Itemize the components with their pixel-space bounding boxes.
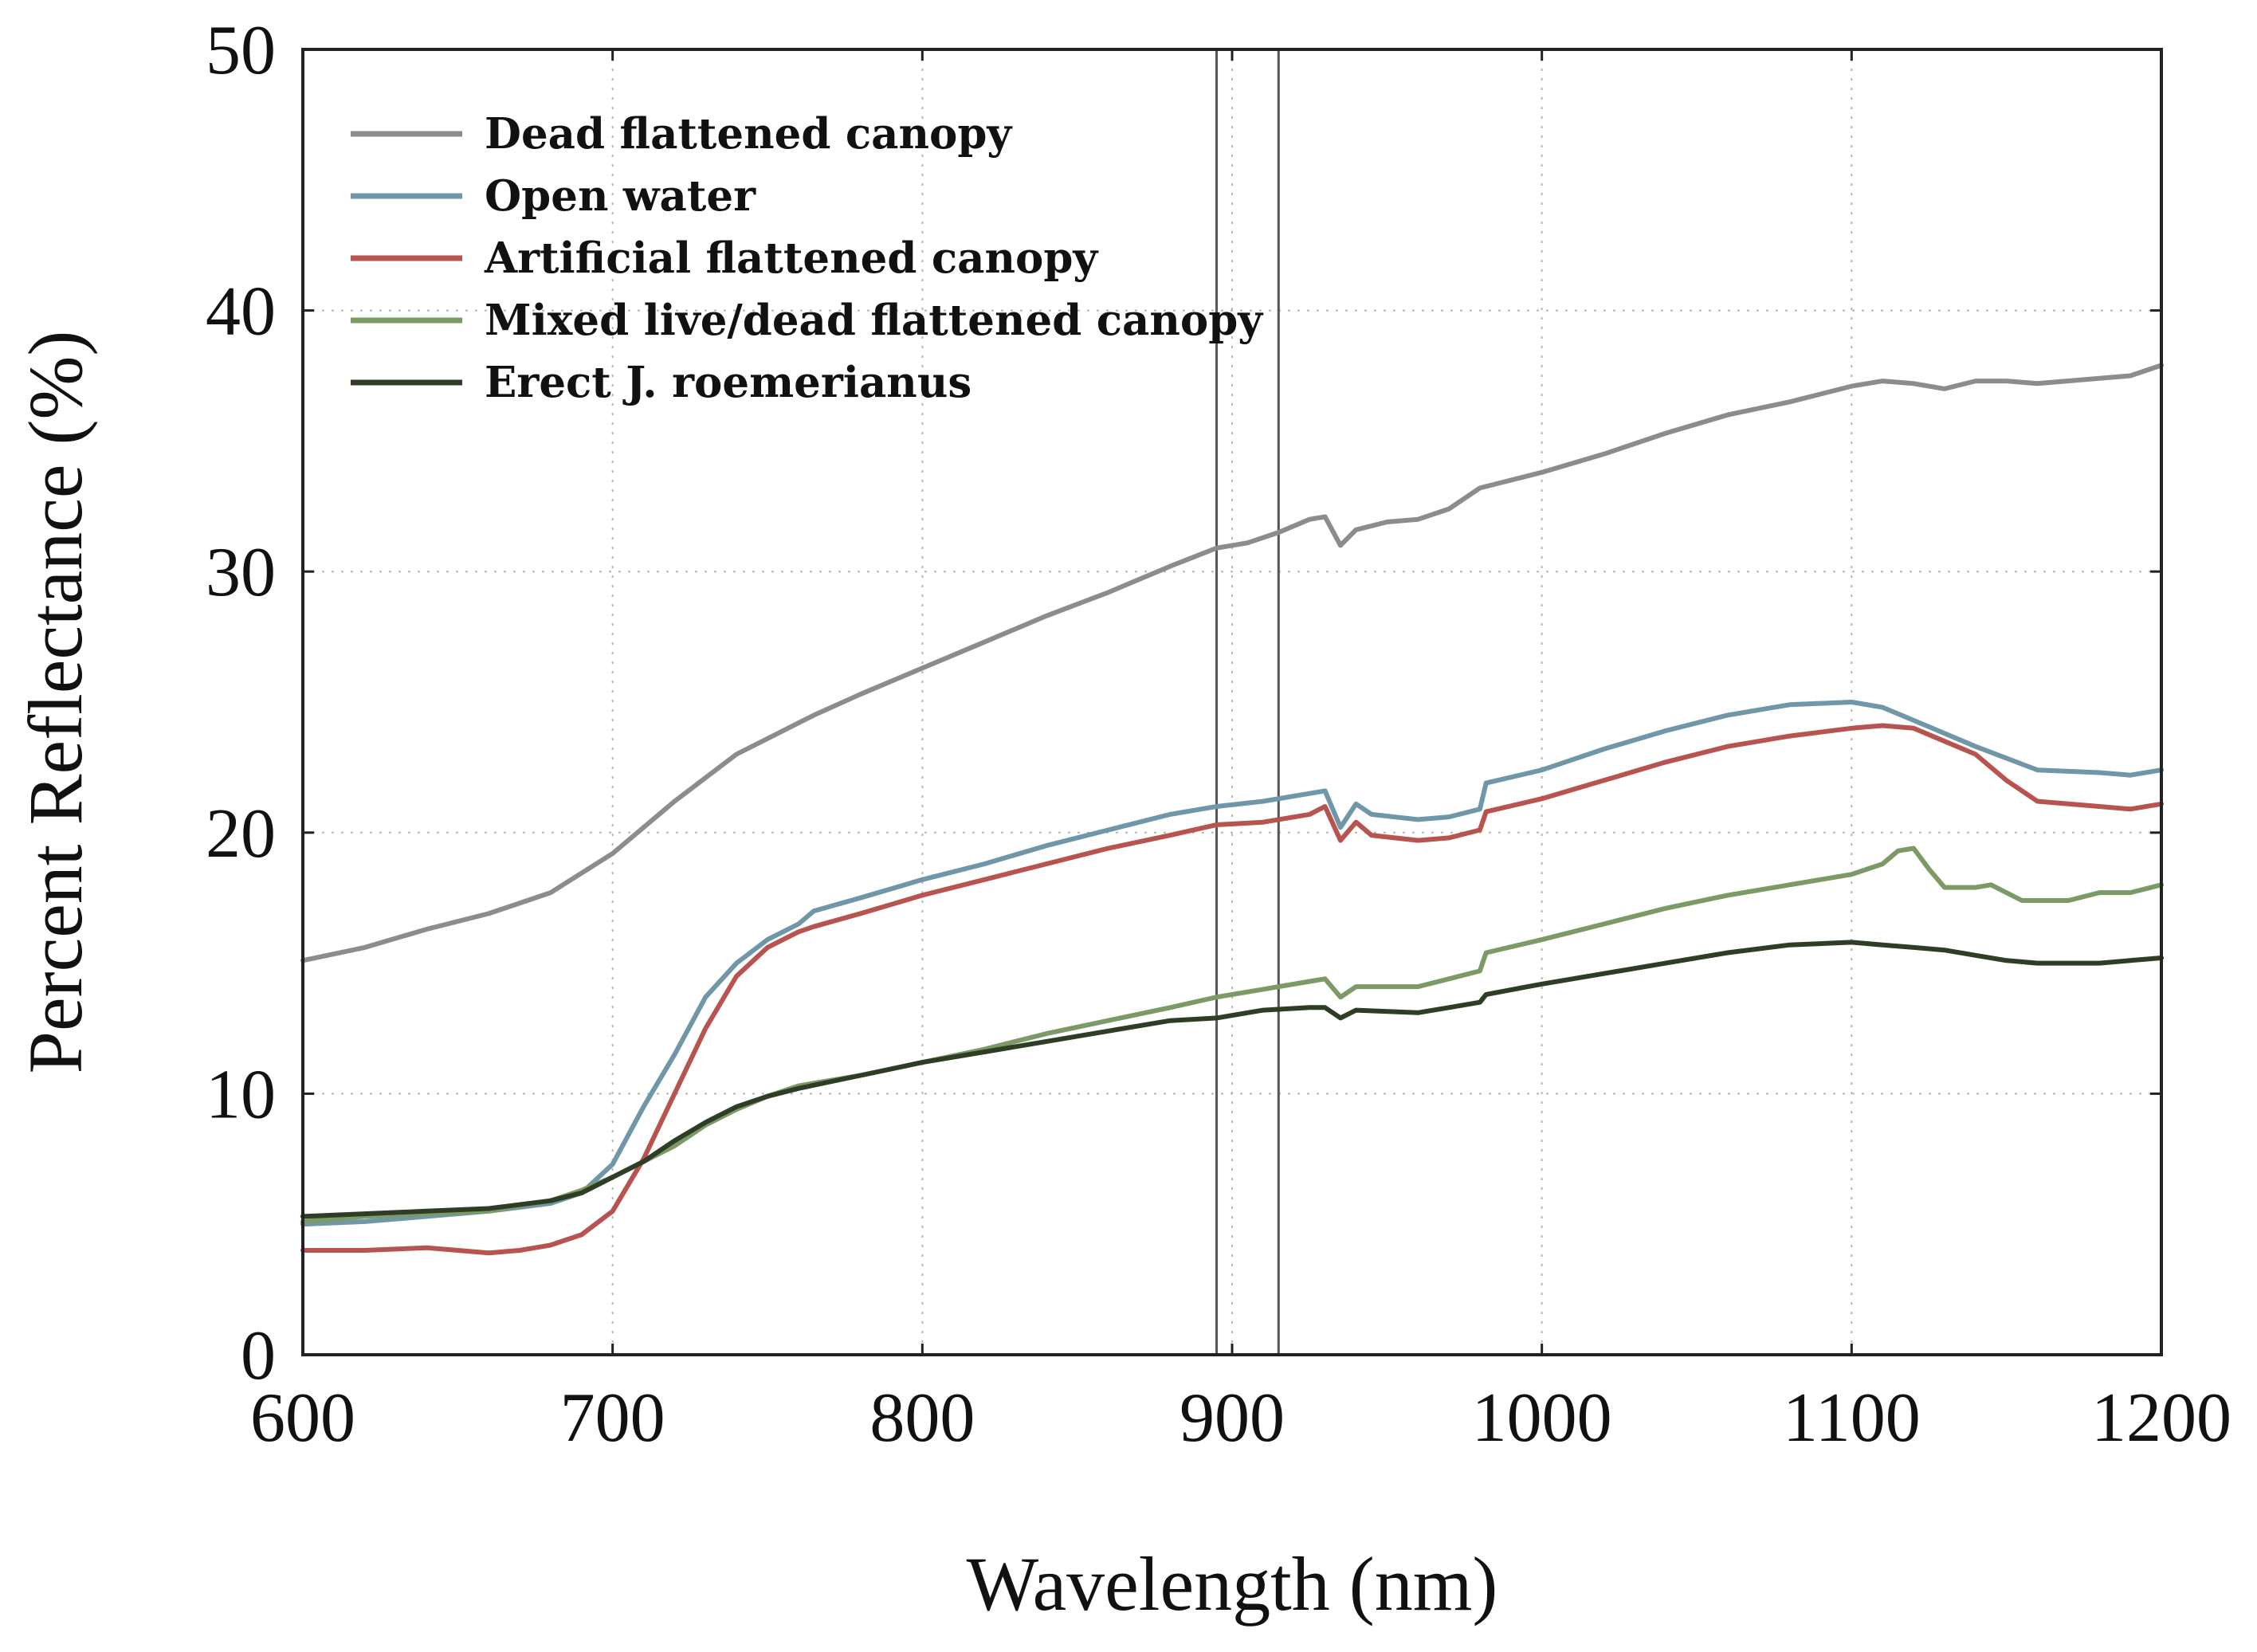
x-tick-label: 800 <box>869 1379 975 1457</box>
series-line <box>300 940 2164 1219</box>
x-tick-label: 700 <box>560 1379 665 1457</box>
y-tick-label: 50 <box>206 12 276 89</box>
legend: Dead flattened canopy Open water Artificia… <box>351 109 1264 407</box>
tick-labels: 0 10 20 30 40 50 600 700 800 900 1000 1100 1200 <box>206 12 2231 1457</box>
legend-label: Dead flattened canopy <box>485 109 1013 159</box>
x-tick-label: 600 <box>250 1379 355 1457</box>
y-tick-label: 10 <box>206 1056 276 1133</box>
x-tick-label: 1200 <box>2091 1379 2231 1457</box>
legend-label: Erect J. roemerianus <box>485 358 971 407</box>
series-line <box>300 846 2164 1224</box>
legend-label: Open water <box>485 171 756 221</box>
reference-lines <box>1215 49 1280 1355</box>
series-layer <box>300 363 2164 1256</box>
y-tick-label: 0 <box>241 1317 276 1395</box>
legend-label: Artificial flattened canopy <box>484 233 1099 283</box>
y-tick-label: 30 <box>206 534 276 611</box>
y-tick-label: 20 <box>206 795 276 873</box>
x-tick-label: 1100 <box>1783 1379 1921 1457</box>
y-tick-label: 40 <box>206 273 276 351</box>
x-axis-title: Wavelength (nm) <box>967 1541 1498 1626</box>
y-axis-title: Percent Reflectance (%) <box>13 331 98 1074</box>
ticks <box>301 48 2163 1356</box>
legend-label: Mixed live/dead flattened canopy <box>485 296 1264 345</box>
series-line <box>300 363 2164 963</box>
x-tick-label: 900 <box>1180 1379 1285 1457</box>
series-line <box>300 723 2164 1256</box>
series-line <box>300 700 2164 1227</box>
x-tick-label: 1000 <box>1472 1379 1612 1457</box>
